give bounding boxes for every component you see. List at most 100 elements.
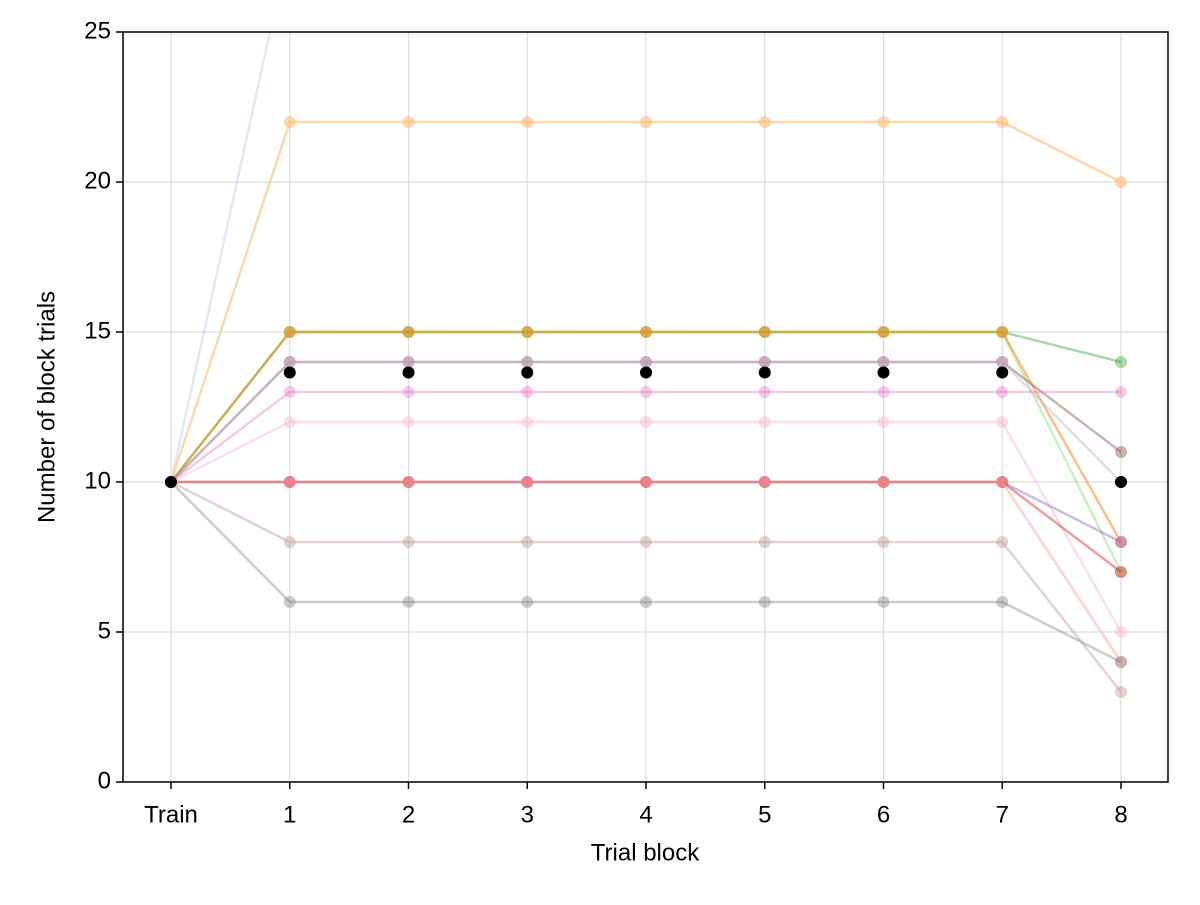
data-point	[996, 116, 1009, 128]
data-point	[640, 366, 652, 379]
data-point	[1115, 566, 1127, 578]
data-point	[758, 366, 771, 379]
series-line	[170, 480, 1122, 693]
data-point	[1115, 686, 1127, 698]
data-point	[640, 596, 652, 608]
grid	[123, 31, 1168, 783]
y-axis-label: Number of block trials	[33, 291, 60, 523]
data-point	[1115, 566, 1127, 578]
data-point	[1115, 656, 1127, 668]
data-point	[996, 356, 1009, 368]
data-point	[521, 476, 534, 488]
series-line	[171, 480, 1122, 573]
data-point	[996, 366, 1009, 379]
data-point	[1115, 476, 1127, 488]
data-point	[640, 476, 652, 488]
data-point	[1115, 446, 1127, 458]
data-point	[877, 356, 890, 368]
data-point	[640, 476, 652, 488]
data-point	[877, 476, 890, 488]
data-point	[996, 356, 1009, 368]
series-line	[170, 420, 1123, 633]
data-point	[283, 366, 296, 379]
plot-area	[165, 32, 1127, 698]
data-point	[640, 536, 652, 548]
y-tick-label: 10	[84, 467, 111, 494]
data-point	[521, 116, 534, 128]
data-point	[283, 386, 296, 398]
data-point	[758, 476, 771, 488]
data-point	[996, 596, 1009, 608]
data-point	[640, 476, 652, 488]
data-point	[283, 476, 296, 488]
data-point	[640, 386, 652, 398]
data-point	[402, 386, 415, 398]
data-point	[996, 476, 1009, 488]
data-point	[521, 476, 534, 488]
series-line	[171, 480, 1123, 663]
x-tick-label: 6	[877, 801, 890, 828]
series-line	[170, 360, 1122, 483]
data-point	[521, 326, 534, 338]
data-point	[877, 326, 890, 338]
y-tick-label: 25	[84, 17, 111, 44]
data-point	[283, 596, 296, 608]
data-point	[877, 366, 890, 379]
x-tick-label: 1	[283, 801, 296, 828]
data-point	[521, 416, 534, 428]
data-point	[758, 356, 771, 368]
data-point	[283, 356, 296, 368]
data-point	[996, 326, 1009, 338]
data-point	[877, 596, 890, 608]
data-point	[1115, 536, 1127, 548]
x-tick-label: 8	[1114, 801, 1127, 828]
data-point	[996, 416, 1009, 428]
data-point	[996, 536, 1009, 548]
x-tick-label: Train	[144, 801, 198, 828]
data-point	[758, 326, 771, 338]
data-point	[877, 476, 890, 488]
data-point	[640, 116, 652, 128]
data-point	[877, 386, 890, 398]
y-tick-label: 0	[98, 767, 111, 794]
data-point	[521, 356, 534, 368]
data-point	[1115, 656, 1127, 668]
data-point	[877, 536, 890, 548]
data-point	[996, 386, 1009, 398]
data-point	[165, 476, 177, 488]
data-point	[758, 536, 771, 548]
data-point	[283, 476, 296, 488]
data-point	[402, 356, 415, 368]
data-point	[521, 596, 534, 608]
series-line	[170, 360, 1122, 483]
data-point	[402, 536, 415, 548]
data-point	[283, 116, 296, 128]
data-point	[283, 536, 296, 548]
y-tick-label: 20	[84, 167, 111, 194]
data-point	[521, 476, 534, 488]
x-tick-label: 3	[521, 801, 534, 828]
data-point	[402, 326, 415, 338]
data-point	[996, 476, 1009, 488]
axes: 0 5 10 15 20 25 Train 1 2 3 4 5 6 7 8	[84, 17, 1127, 828]
data-point	[758, 416, 771, 428]
data-point	[402, 366, 415, 379]
x-tick-label: 5	[758, 801, 771, 828]
data-point	[1115, 386, 1127, 398]
data-point	[758, 356, 771, 368]
data-point	[402, 416, 415, 428]
x-tick-label: 2	[402, 801, 415, 828]
series-line	[171, 480, 1122, 544]
data-point	[521, 386, 534, 398]
data-point	[640, 326, 652, 338]
series-line	[170, 481, 1122, 664]
data-point	[521, 356, 534, 368]
data-point	[402, 596, 415, 608]
data-point	[758, 596, 771, 608]
data-point	[1115, 356, 1127, 368]
data-point	[996, 476, 1009, 488]
data-point	[283, 326, 296, 338]
data-point	[402, 476, 415, 488]
data-point	[877, 116, 890, 128]
